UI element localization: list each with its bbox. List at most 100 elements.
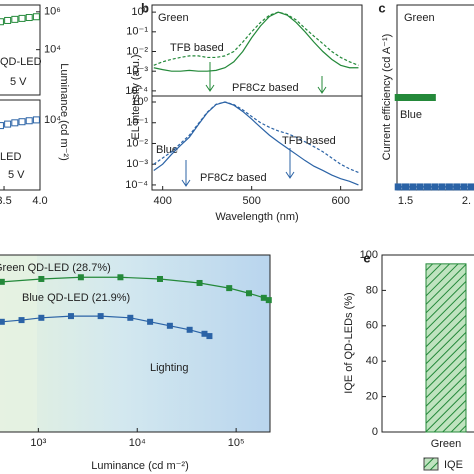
arrow — [205, 62, 215, 92]
arrow — [181, 160, 191, 187]
marker — [409, 183, 417, 191]
marker — [127, 314, 134, 321]
y-tick-label: 10⁴ — [44, 44, 61, 56]
marker — [196, 279, 203, 286]
marker — [38, 314, 45, 321]
x-tick-label: 1.5 — [398, 195, 413, 207]
x-tick-label: 600 — [331, 195, 349, 207]
y-axis-label: Luminance (cd m⁻²) — [58, 63, 70, 161]
y-tick-label: 0 — [372, 426, 378, 438]
marker — [97, 313, 104, 320]
series-line — [153, 101, 359, 186]
marker — [431, 183, 439, 191]
y-axis-label: EL intensity (a.u.) — [130, 54, 142, 139]
marker — [38, 275, 45, 282]
y-axis-label: Current efficiency (cd A⁻¹) — [381, 34, 393, 161]
marker — [4, 16, 12, 24]
series-label: PF8Cz based — [200, 172, 267, 184]
panel: 10³ 10⁴ 10⁵ Luminance (cd m⁻²) Lighting Green… — [0, 254, 272, 472]
y-tick-label: 10⁻³ — [126, 158, 148, 170]
series-label: Green QD-LED (28.7%) — [0, 262, 111, 274]
x-tick-label: 2. — [462, 195, 471, 207]
marker — [186, 326, 193, 333]
series-label: Blue QD-LED (21.9%) — [22, 292, 130, 304]
background-region — [0, 255, 37, 432]
y-tick-label: 10⁴ — [44, 114, 61, 126]
marker — [206, 333, 213, 340]
marker — [117, 274, 124, 281]
marker — [467, 183, 474, 191]
marker — [265, 297, 272, 304]
series-line — [153, 11, 359, 66]
x-tick-label: 10⁵ — [228, 437, 245, 449]
marker — [77, 274, 84, 281]
series-label: Blue — [400, 109, 422, 121]
y-tick-label: 10⁻¹ — [126, 117, 148, 129]
panel: 10⁰ 10⁻¹ 10⁻² 10⁻³ 10⁻⁴ 400 500 600 Blue Waveleng… — [125, 95, 363, 223]
series-line — [153, 101, 359, 174]
y-tick-label: 80 — [366, 284, 378, 296]
y-tick-label: 10⁻³ — [126, 65, 148, 77]
marker — [0, 278, 5, 285]
series-line — [153, 11, 359, 72]
marker — [0, 122, 4, 130]
marker — [460, 183, 468, 191]
marker — [402, 183, 410, 191]
marker — [25, 117, 33, 125]
arrow — [285, 148, 295, 179]
series-label: PF8Cz based — [232, 82, 299, 94]
series-label: TFB based — [282, 135, 336, 147]
subpanel-label: Green — [158, 12, 189, 24]
annotation: QD-LED — [0, 56, 42, 68]
subpanel-label: Blue — [156, 144, 178, 156]
series-line — [1, 276, 270, 301]
marker — [4, 120, 12, 128]
x-tick-label: 500 — [242, 195, 260, 207]
panel: 10⁰ 10⁻¹ 10⁻² 10⁻³ 10⁻⁴ b Green EL intensity (a… — [125, 0, 363, 140]
marker — [445, 183, 453, 191]
y-tick-label: 10⁰ — [131, 6, 148, 18]
y-tick-label: 100 — [360, 249, 378, 261]
y-tick-label: 10⁻² — [126, 137, 148, 149]
panel: 1.5 2. c Current efficiency (cd A⁻¹) Green Bl… — [378, 0, 474, 207]
series-label: Green — [404, 12, 435, 24]
marker — [18, 317, 25, 324]
marker — [11, 119, 19, 127]
marker — [67, 313, 74, 320]
marker — [438, 183, 446, 191]
panel: 10⁴ 3.5 4.0 LED 5 V — [0, 99, 61, 207]
annotation: 5 V — [10, 76, 27, 88]
marker — [260, 294, 267, 301]
panel-label: b — [141, 0, 149, 15]
panel-label: e — [363, 250, 370, 265]
marker — [32, 116, 40, 124]
x-axis-label: Luminance (cd m⁻²) — [91, 460, 189, 472]
x-tick-label: 10³ — [30, 437, 46, 449]
background-region — [0, 255, 270, 432]
marker — [416, 183, 424, 191]
x-tick-label: 3.5 — [0, 195, 12, 207]
panel-label: c — [378, 0, 385, 15]
marker — [18, 14, 26, 22]
marker — [11, 15, 19, 23]
y-tick-label: 10⁻⁴ — [125, 179, 148, 191]
marker — [166, 322, 173, 329]
x-tick-label: 10⁴ — [129, 437, 146, 449]
arrows — [181, 62, 327, 187]
y-tick-label: 10⁰ — [131, 96, 148, 108]
marker — [245, 290, 252, 297]
y-tick-label: 10⁻⁴ — [125, 85, 148, 97]
marker — [25, 14, 33, 22]
marker — [18, 118, 26, 126]
bar — [425, 263, 467, 433]
marker — [0, 18, 4, 26]
annotation: Lighting — [150, 362, 189, 374]
annotation: 5 V — [8, 169, 25, 181]
marker — [201, 330, 208, 337]
plot-frame — [0, 99, 41, 191]
marker — [453, 183, 461, 191]
